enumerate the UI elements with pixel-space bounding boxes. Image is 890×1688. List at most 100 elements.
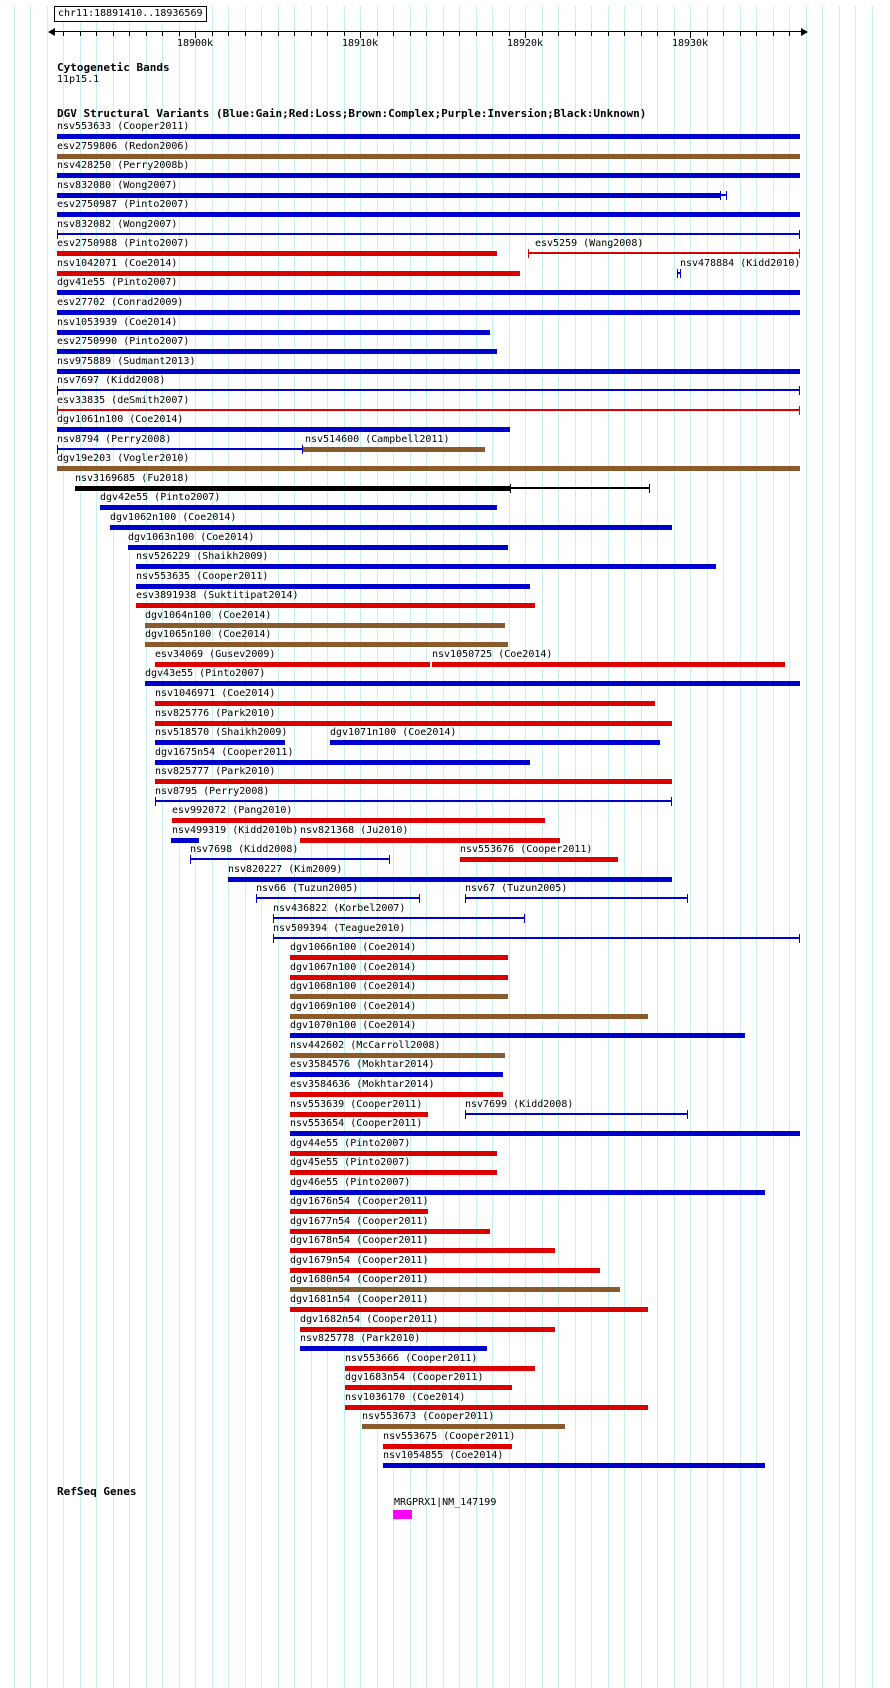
- variant-bar[interactable]: [155, 779, 672, 785]
- variant-bar[interactable]: [145, 681, 800, 687]
- variant-label[interactable]: dgv45e55 (Pinto2007): [290, 1157, 411, 1169]
- variant-label[interactable]: esv992072 (Pang2010): [172, 805, 293, 817]
- variant-label[interactable]: nsv1054855 (Coe2014): [383, 1450, 504, 1462]
- variant-bar[interactable]: [155, 700, 655, 706]
- variant-label[interactable]: nsv442602 (McCarroll2008): [290, 1039, 441, 1051]
- variant-label[interactable]: nsv553666 (Cooper2011): [345, 1352, 478, 1364]
- variant-bar[interactable]: [75, 485, 510, 491]
- variant-bar[interactable]: [100, 505, 497, 511]
- variant-label[interactable]: dgv41e55 (Pinto2007): [57, 277, 178, 289]
- variant-label[interactable]: esv33835 (deSmith2007): [57, 394, 190, 406]
- variant-label[interactable]: esv3584576 (Mokhtar2014): [290, 1059, 435, 1071]
- variant-bar[interactable]: [57, 427, 510, 433]
- variant-bar[interactable]: [528, 249, 800, 259]
- variant-bar[interactable]: [110, 525, 672, 530]
- variant-bar[interactable]: [300, 1326, 555, 1332]
- variant-bar[interactable]: [57, 349, 497, 355]
- variant-label[interactable]: nsv553676 (Cooper2011): [460, 844, 593, 856]
- variant-label[interactable]: nsv499319 (Kidd2010b): [172, 824, 299, 836]
- variant-bar[interactable]: [290, 994, 508, 1000]
- variant-label[interactable]: nsv1046971 (Coe2014): [155, 687, 276, 699]
- variant-bar[interactable]: [290, 1033, 745, 1039]
- variant-bar[interactable]: [677, 268, 681, 278]
- variant-bar[interactable]: [290, 1287, 620, 1293]
- variant-bar[interactable]: [290, 1189, 765, 1195]
- variant-bar[interactable]: [510, 483, 650, 493]
- variant-bar[interactable]: [57, 270, 520, 276]
- variant-label[interactable]: nsv553673 (Cooper2011): [362, 1411, 495, 1423]
- variant-bar[interactable]: [57, 368, 800, 374]
- variant-label[interactable]: nsv832080 (Wong2007): [57, 179, 178, 191]
- variant-bar[interactable]: [290, 1150, 497, 1156]
- variant-label[interactable]: dgv1677n54 (Cooper2011): [290, 1215, 429, 1227]
- variant-label[interactable]: esv2750990 (Pinto2007): [57, 336, 190, 348]
- variant-bar[interactable]: [362, 1424, 565, 1430]
- variant-label[interactable]: nsv478884 (Kidd2010): [680, 257, 801, 269]
- variant-label[interactable]: dgv1679n54 (Cooper2011): [290, 1254, 429, 1266]
- variant-label[interactable]: dgv42e55 (Pinto2007): [100, 492, 221, 504]
- variant-bar[interactable]: [345, 1365, 535, 1371]
- variant-label[interactable]: nsv553675 (Cooper2011): [383, 1430, 516, 1442]
- variant-label[interactable]: nsv67 (Tuzun2005): [465, 883, 568, 895]
- variant-label[interactable]: nsv436822 (Korbel2007): [273, 903, 406, 914]
- variant-label[interactable]: nsv66 (Tuzun2005): [256, 883, 359, 895]
- variant-label[interactable]: esv5259 (Wang2008): [535, 238, 644, 250]
- variant-label[interactable]: nsv825778 (Park2010): [300, 1333, 421, 1345]
- variant-bar[interactable]: [145, 642, 508, 648]
- variant-label[interactable]: dgv1681n54 (Cooper2011): [290, 1294, 429, 1305]
- variant-label[interactable]: nsv518570 (Shaikh2009): [155, 727, 288, 739]
- variant-label[interactable]: nsv553633 (Cooper2011): [57, 121, 190, 132]
- variant-bar[interactable]: [145, 622, 505, 628]
- variant-label[interactable]: nsv553654 (Cooper2011): [290, 1118, 423, 1130]
- variant-label[interactable]: esv34069 (Gusev2009): [155, 648, 276, 660]
- refseq-gene-bar[interactable]: [393, 1510, 412, 1519]
- variant-label[interactable]: dgv46e55 (Pinto2007): [290, 1176, 411, 1188]
- variant-bar[interactable]: [300, 1346, 487, 1352]
- variant-label[interactable]: dgv1063n100 (Coe2014): [128, 531, 255, 543]
- variant-bar[interactable]: [290, 1111, 428, 1117]
- variant-label[interactable]: nsv1053939 (Coe2014): [57, 316, 178, 328]
- variant-bar[interactable]: [57, 251, 497, 257]
- variant-bar[interactable]: [290, 1267, 600, 1273]
- variant-bar[interactable]: [290, 1307, 648, 1312]
- variant-label[interactable]: nsv7698 (Kidd2008): [190, 844, 299, 856]
- variant-label[interactable]: dgv1065n100 (Coe2014): [145, 629, 272, 641]
- variant-label[interactable]: dgv1676n54 (Cooper2011): [290, 1196, 429, 1208]
- variant-label[interactable]: dgv1675n54 (Cooper2011): [155, 746, 294, 758]
- variant-label[interactable]: nsv553639 (Cooper2011): [290, 1098, 423, 1110]
- variant-label[interactable]: nsv7697 (Kidd2008): [57, 375, 166, 387]
- variant-bar[interactable]: [172, 818, 545, 824]
- refseq-gene-label[interactable]: MRGPRX1|NM_147199: [394, 1497, 497, 1508]
- variant-bar[interactable]: [57, 309, 800, 315]
- variant-label[interactable]: nsv1036170 (Coe2014): [345, 1391, 466, 1403]
- variant-label[interactable]: dgv1062n100 (Coe2014): [110, 512, 237, 523]
- variant-bar[interactable]: [57, 466, 800, 472]
- variant-bar[interactable]: [128, 544, 508, 550]
- variant-bar[interactable]: [720, 190, 727, 200]
- variant-bar[interactable]: [57, 134, 800, 139]
- variant-bar[interactable]: [432, 661, 785, 667]
- variant-bar[interactable]: [290, 955, 508, 961]
- variant-bar[interactable]: [136, 603, 535, 609]
- variant-bar[interactable]: [345, 1404, 648, 1410]
- variant-bar[interactable]: [273, 933, 800, 943]
- variant-label[interactable]: dgv1070n100 (Coe2014): [290, 1020, 417, 1032]
- variant-bar[interactable]: [290, 974, 508, 980]
- variant-label[interactable]: dgv1067n100 (Coe2014): [290, 961, 417, 973]
- variant-label[interactable]: dgv1680n54 (Cooper2011): [290, 1274, 429, 1286]
- variant-label[interactable]: esv3891938 (Suktitipat2014): [136, 590, 299, 602]
- variant-label[interactable]: nsv8795 (Perry2008): [155, 785, 270, 797]
- variant-label[interactable]: nsv553635 (Cooper2011): [136, 570, 269, 582]
- variant-bar[interactable]: [190, 855, 390, 865]
- variant-label[interactable]: dgv1064n100 (Coe2014): [145, 609, 272, 621]
- variant-label[interactable]: nsv8794 (Perry2008): [57, 433, 172, 445]
- variant-bar[interactable]: [171, 837, 199, 843]
- variant-label[interactable]: nsv825777 (Park2010): [155, 766, 276, 778]
- variant-bar[interactable]: [155, 796, 672, 806]
- variant-label[interactable]: dgv1069n100 (Coe2014): [290, 1000, 417, 1012]
- variant-bar[interactable]: [57, 386, 800, 396]
- variant-bar[interactable]: [290, 1013, 648, 1019]
- variant-bar[interactable]: [290, 1091, 503, 1097]
- variant-bar[interactable]: [345, 1385, 512, 1391]
- variant-label[interactable]: dgv1068n100 (Coe2014): [290, 981, 417, 993]
